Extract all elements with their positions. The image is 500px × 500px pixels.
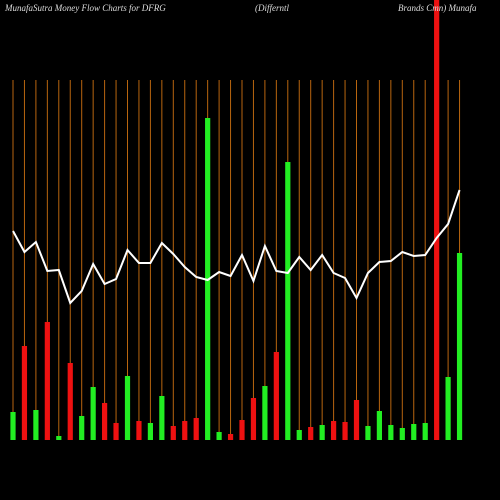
line	[12, 189, 461, 305]
bar	[445, 377, 451, 440]
bar	[216, 432, 222, 440]
bar	[376, 411, 382, 440]
bars	[10, 0, 463, 440]
bar	[44, 322, 50, 440]
chart-title: (Differntl	[255, 3, 289, 13]
bar	[21, 346, 28, 440]
bar	[422, 423, 428, 440]
bar	[159, 396, 165, 440]
bar	[308, 427, 314, 440]
bar	[90, 387, 96, 440]
chart-title: Brands Cmn) Munafa	[398, 3, 477, 13]
bar	[365, 426, 371, 440]
chart-title: MunafaSutra Money Flow Charts for DFRG	[4, 3, 166, 13]
bar	[182, 421, 188, 440]
bar	[456, 253, 463, 440]
bar	[56, 436, 62, 440]
bar	[113, 423, 119, 440]
bar	[170, 426, 176, 440]
bar	[319, 425, 325, 440]
bar	[353, 400, 360, 440]
bar	[262, 386, 268, 440]
bar	[388, 425, 394, 440]
bar	[342, 422, 348, 440]
bar	[193, 418, 199, 440]
lines	[12, 189, 461, 305]
bar	[102, 403, 108, 440]
bar	[79, 416, 85, 440]
bar	[250, 398, 257, 440]
bar	[285, 162, 291, 440]
bar	[227, 434, 234, 440]
bar	[296, 430, 302, 440]
bar	[136, 421, 142, 440]
bar	[124, 376, 131, 440]
bar	[273, 352, 279, 440]
bar	[147, 423, 153, 440]
bar	[331, 421, 337, 440]
bar	[411, 424, 417, 440]
bar	[434, 0, 440, 440]
bar	[239, 420, 245, 440]
bar	[399, 428, 405, 440]
bar	[33, 410, 39, 440]
bar	[67, 363, 73, 440]
bar	[10, 412, 16, 440]
